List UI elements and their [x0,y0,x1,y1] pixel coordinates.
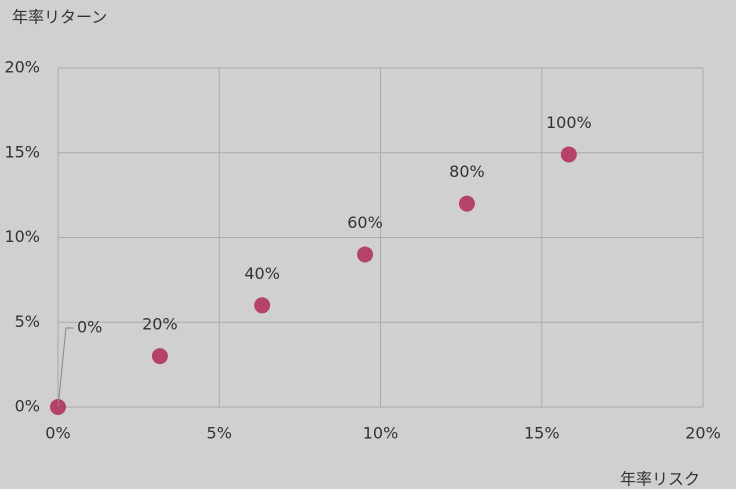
data-label: 100% [546,113,592,132]
data-label: 20% [142,315,178,334]
y-tick-label: 20% [4,58,40,77]
y-tick-label: 5% [15,312,40,331]
x-tick-label: 15% [524,424,560,443]
data-label: 0% [77,318,102,337]
y-axis-label: 年率リターン [12,8,107,27]
point [560,146,577,163]
y-tick-label: 15% [4,142,40,161]
point [254,297,271,314]
data-label: 40% [244,264,280,283]
y-tick-label: 10% [4,227,40,246]
data-label: 60% [347,213,383,232]
point [357,246,374,263]
x-tick-label: 0% [45,424,70,443]
x-tick-label: 20% [685,424,721,443]
x-tick-label: 5% [207,424,232,443]
y-tick-label: 0% [15,397,40,416]
x-tick-label: 10% [363,424,399,443]
x-axis-label: 年率リスク [620,470,700,489]
data-label: 80% [449,162,485,181]
point [151,348,168,365]
leader-line [57,327,74,408]
point [458,195,475,212]
